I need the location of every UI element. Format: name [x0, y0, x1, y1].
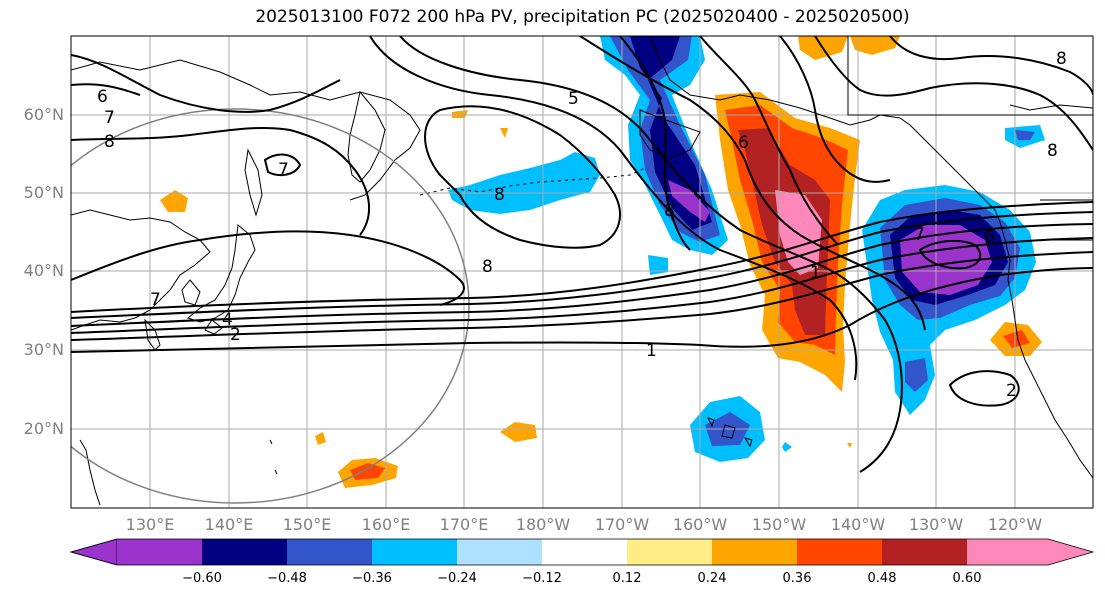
contour-label: 6: [97, 87, 108, 107]
lon-label: 170°W: [594, 515, 650, 534]
contour-label: 7: [150, 290, 161, 310]
lat-label: 40°N: [23, 261, 64, 280]
contour-label: 8: [1056, 49, 1067, 69]
colorbar-extend-high: [967, 539, 1093, 565]
contour-label: 6: [738, 133, 749, 153]
region-circle: [71, 108, 470, 504]
lat-label: 60°N: [23, 105, 64, 124]
colorbar-bin: [287, 539, 372, 565]
colorbar-tick: 0.24: [697, 571, 727, 586]
contour-label: 7: [914, 225, 925, 245]
colorbar-tick: −0.36: [352, 571, 392, 586]
contour-labels: 6 7 8 7 7 4 2 8 8 5 8 1 1 7 6 8 2 8 6: [97, 49, 1067, 401]
lat-label: 20°N: [23, 419, 64, 438]
colorbar-bin: [882, 539, 967, 565]
colorbar: [69, 538, 1095, 566]
colorbar-bin: [542, 539, 627, 565]
colorbar-bin: [117, 539, 202, 565]
lat-label: 50°N: [23, 183, 64, 202]
contour-label: 8: [494, 185, 505, 205]
contour-label: 6: [984, 227, 995, 247]
contour-label: 8: [482, 257, 493, 277]
colorbar-tick: −0.60: [182, 571, 222, 586]
contour-label: 2: [1006, 381, 1017, 401]
contour-label: 1: [646, 341, 657, 361]
colorbar-tick: 0.48: [867, 571, 897, 586]
map-frame: [70, 35, 1094, 509]
colorbar-bin: [797, 539, 882, 565]
colorbar-extend-low: [69, 538, 118, 566]
lat-label: 30°N: [23, 340, 64, 359]
contour-label: 8: [1047, 141, 1058, 161]
contour-label: 7: [278, 160, 289, 180]
colorbar-bin: [627, 539, 712, 565]
map-title: 2025013100 F072 200 hPa PV, precipitatio…: [255, 7, 910, 27]
coastlines: [71, 36, 1093, 506]
colorbar-tick: 0.60: [952, 571, 982, 586]
lon-label: 140°E: [204, 515, 254, 534]
lon-label: 140°W: [830, 515, 886, 534]
colorbar-bin: [202, 539, 287, 565]
colorbar-tick: −0.12: [522, 571, 562, 586]
map-area: 6 7 8 7 7 4 2 8 8 5 8 1 1 7 6 8 2 8 6: [71, 36, 1093, 508]
lon-label: 150°W: [751, 515, 807, 534]
lon-label: 180°W: [515, 515, 571, 534]
contour-label: 5: [568, 89, 579, 109]
colorbar-tick: 0.36: [782, 571, 812, 586]
contour-label: 4: [222, 310, 233, 330]
colorbar-bin: [457, 539, 542, 565]
lon-label: 160°W: [672, 515, 728, 534]
colorbar-bin: [712, 539, 797, 565]
contour-label: 2: [230, 325, 241, 345]
colorbar-tick: −0.48: [267, 571, 307, 586]
lon-label: 150°E: [282, 515, 332, 534]
pv-contours: [71, 36, 1093, 473]
contour-label: 8: [104, 132, 115, 152]
lon-label: 130°W: [908, 515, 964, 534]
colorbar-tick: 0.12: [612, 571, 642, 586]
lon-label: 170°E: [439, 515, 489, 534]
lon-label: 130°E: [125, 515, 175, 534]
colorbar-tick: −0.24: [437, 571, 477, 586]
lon-label: 120°W: [987, 515, 1043, 534]
colorbar-bin: [372, 539, 457, 565]
contour-label: 1: [810, 263, 821, 283]
contour-label: 7: [104, 108, 115, 128]
contour-label: 8: [664, 201, 675, 221]
lon-label: 160°E: [361, 515, 411, 534]
